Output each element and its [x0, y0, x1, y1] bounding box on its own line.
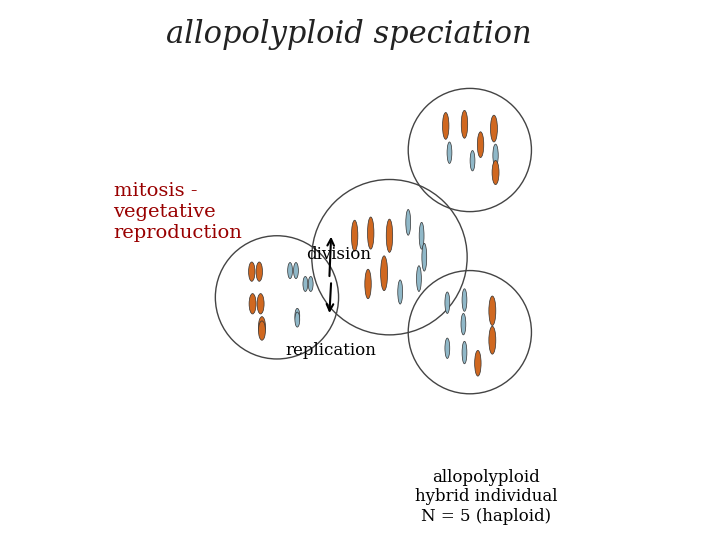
Ellipse shape — [249, 294, 256, 314]
Ellipse shape — [422, 243, 427, 271]
Ellipse shape — [445, 292, 450, 313]
Ellipse shape — [419, 222, 424, 249]
Ellipse shape — [462, 110, 468, 138]
Ellipse shape — [477, 132, 484, 158]
Ellipse shape — [351, 220, 358, 251]
Ellipse shape — [386, 219, 392, 252]
Text: allopolyploid speciation: allopolyploid speciation — [166, 19, 532, 50]
Ellipse shape — [295, 308, 300, 323]
Ellipse shape — [256, 262, 263, 281]
Ellipse shape — [489, 296, 496, 326]
Ellipse shape — [294, 262, 298, 279]
Ellipse shape — [257, 294, 264, 314]
Ellipse shape — [490, 115, 498, 142]
Ellipse shape — [295, 312, 300, 327]
Ellipse shape — [417, 266, 421, 292]
Ellipse shape — [492, 160, 499, 185]
Ellipse shape — [493, 144, 498, 167]
Ellipse shape — [258, 321, 266, 340]
Ellipse shape — [462, 289, 467, 311]
Ellipse shape — [258, 316, 266, 336]
Ellipse shape — [406, 210, 410, 235]
Text: division: division — [306, 246, 372, 264]
Ellipse shape — [303, 276, 307, 292]
Ellipse shape — [462, 341, 467, 364]
Text: replication: replication — [286, 342, 377, 359]
Ellipse shape — [365, 269, 372, 299]
Ellipse shape — [308, 276, 313, 292]
Ellipse shape — [470, 151, 475, 171]
Ellipse shape — [489, 326, 496, 354]
Ellipse shape — [288, 262, 292, 279]
Ellipse shape — [248, 262, 255, 281]
Ellipse shape — [474, 350, 481, 376]
Ellipse shape — [445, 338, 450, 359]
Ellipse shape — [443, 112, 449, 139]
Text: mitosis -
vegetative
reproduction: mitosis - vegetative reproduction — [114, 182, 243, 242]
Text: allopolyploid
hybrid individual
N = 5 (haploid): allopolyploid hybrid individual N = 5 (h… — [415, 469, 557, 525]
Ellipse shape — [381, 256, 387, 291]
Ellipse shape — [397, 280, 402, 304]
Ellipse shape — [447, 142, 452, 164]
Ellipse shape — [461, 313, 466, 335]
Ellipse shape — [367, 217, 374, 249]
